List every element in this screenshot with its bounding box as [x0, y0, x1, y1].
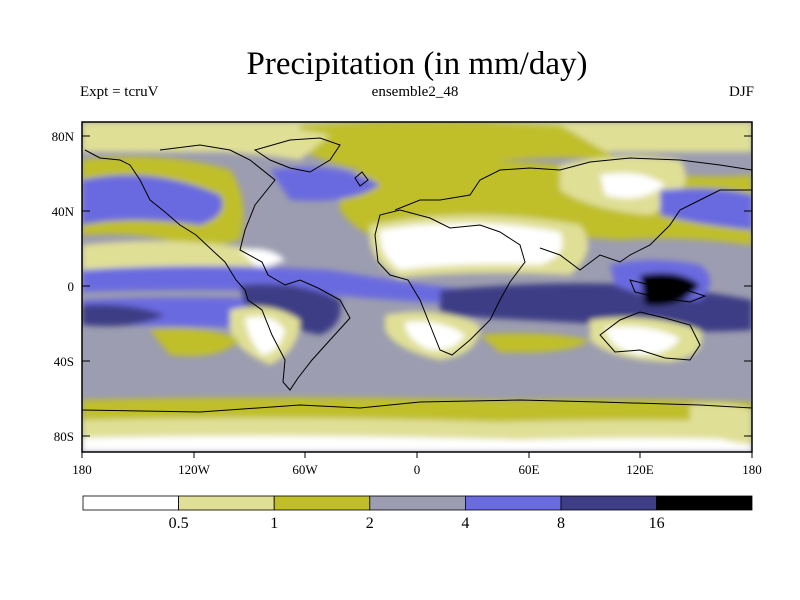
coastlines: [82, 137, 752, 413]
lon-label-120e: 120E: [626, 462, 654, 477]
lon-label-0: 0: [414, 462, 421, 477]
legend-swatch-4: [464, 495, 562, 511]
legend-swatch-1: [178, 495, 275, 511]
lat-label-40n: 40N: [52, 204, 75, 219]
lon-label-120w: 120W: [178, 462, 211, 477]
lon-label-60w: 60W: [292, 462, 318, 477]
ensemble-label: ensemble2_48: [371, 84, 459, 100]
chart-title: Precipitation (in mm/day): [246, 46, 588, 82]
legend-swatch-2: [273, 495, 371, 511]
lat-axis: 80N 40N 0 40S 80S: [52, 129, 752, 444]
lon-axis: 180 120W 60W 0 60E 120E 180: [72, 452, 762, 477]
legend-label-8: 8: [557, 515, 565, 532]
legend-label-16: 16: [649, 515, 665, 532]
lat-label-40s: 40S: [54, 354, 74, 369]
experiment-label: Expt = tcruV: [80, 84, 159, 100]
lon-label-180w: 180: [72, 462, 92, 477]
legend-label-2: 2: [366, 515, 374, 532]
lat-label-0: 0: [68, 279, 75, 294]
season-label: DJF: [728, 84, 754, 100]
lon-label-180e: 180: [742, 462, 762, 477]
precip-field: [82, 122, 752, 452]
legend-swatch-6: [656, 495, 753, 511]
legend-swatch-0: [82, 495, 179, 511]
color-legend: 0.5 1 2 4 8 16: [82, 495, 753, 532]
lat-label-80s: 80S: [54, 429, 74, 444]
lon-label-60e: 60E: [519, 462, 540, 477]
lat-label-80n: 80N: [52, 129, 75, 144]
legend-swatch-5: [560, 495, 657, 511]
legend-label-4: 4: [461, 515, 469, 532]
legend-label-1: 1: [270, 515, 278, 532]
legend-swatch-3: [369, 495, 466, 511]
legend-label-0-5: 0.5: [169, 515, 189, 532]
